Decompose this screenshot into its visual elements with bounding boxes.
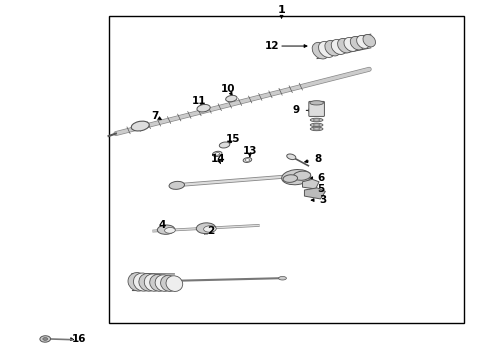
Ellipse shape	[139, 274, 158, 291]
Ellipse shape	[313, 128, 320, 130]
Ellipse shape	[350, 36, 364, 50]
Ellipse shape	[131, 121, 149, 131]
Ellipse shape	[287, 154, 296, 159]
Ellipse shape	[331, 40, 346, 54]
Ellipse shape	[161, 275, 178, 291]
Ellipse shape	[279, 276, 287, 280]
Ellipse shape	[144, 274, 163, 291]
Text: 3: 3	[319, 195, 326, 204]
Ellipse shape	[282, 170, 311, 185]
Text: 7: 7	[151, 111, 159, 121]
Text: 12: 12	[265, 41, 279, 51]
Text: 14: 14	[211, 154, 225, 163]
Ellipse shape	[325, 40, 341, 56]
Ellipse shape	[213, 151, 222, 157]
Ellipse shape	[166, 276, 183, 292]
Ellipse shape	[310, 101, 323, 105]
Ellipse shape	[40, 336, 50, 342]
Text: 6: 6	[317, 173, 324, 183]
Ellipse shape	[318, 41, 335, 58]
Ellipse shape	[310, 123, 323, 127]
Ellipse shape	[338, 39, 352, 53]
Ellipse shape	[310, 127, 323, 131]
Text: 1: 1	[278, 5, 285, 15]
Ellipse shape	[150, 274, 168, 291]
Ellipse shape	[294, 171, 311, 180]
Ellipse shape	[245, 159, 249, 161]
Ellipse shape	[313, 124, 320, 126]
Text: 10: 10	[220, 84, 235, 94]
Text: 5: 5	[317, 184, 324, 194]
Text: 11: 11	[192, 96, 206, 107]
Bar	[109, 16, 464, 323]
Ellipse shape	[215, 153, 220, 155]
Ellipse shape	[220, 142, 230, 148]
Ellipse shape	[357, 35, 369, 48]
Ellipse shape	[243, 158, 252, 162]
Ellipse shape	[283, 175, 297, 183]
FancyBboxPatch shape	[309, 102, 324, 116]
Ellipse shape	[344, 37, 358, 51]
Ellipse shape	[312, 42, 329, 59]
Text: 2: 2	[207, 226, 215, 236]
Ellipse shape	[310, 118, 323, 122]
Ellipse shape	[196, 223, 216, 234]
Ellipse shape	[169, 181, 185, 189]
Ellipse shape	[165, 228, 175, 233]
Ellipse shape	[43, 338, 48, 341]
Polygon shape	[302, 179, 319, 189]
Ellipse shape	[226, 95, 237, 102]
Ellipse shape	[204, 226, 216, 232]
Ellipse shape	[197, 104, 210, 112]
Ellipse shape	[313, 119, 320, 121]
Text: 15: 15	[225, 134, 240, 144]
Text: 4: 4	[158, 220, 166, 230]
Text: 9: 9	[293, 105, 300, 115]
Ellipse shape	[133, 273, 152, 291]
Ellipse shape	[155, 275, 172, 291]
Ellipse shape	[363, 35, 375, 47]
Text: 16: 16	[72, 334, 87, 344]
Ellipse shape	[128, 273, 147, 291]
Ellipse shape	[157, 225, 175, 234]
Polygon shape	[304, 188, 325, 199]
Text: 8: 8	[315, 154, 322, 163]
Text: 13: 13	[243, 147, 257, 157]
